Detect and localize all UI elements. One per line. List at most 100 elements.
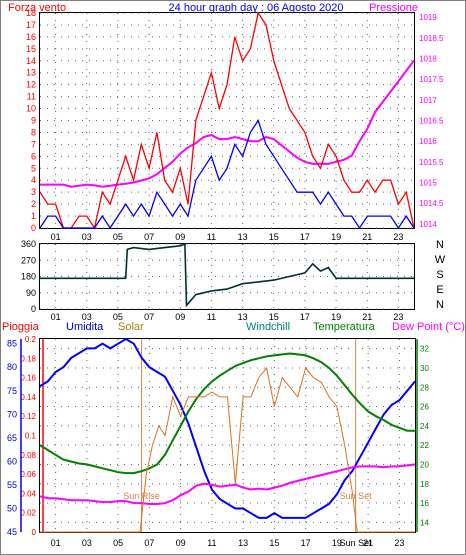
x-tick-label: 19 bbox=[331, 312, 341, 322]
wind-tick-label: 12 bbox=[26, 80, 36, 90]
wind-tick-label: 1 bbox=[31, 211, 36, 221]
compass-label: W bbox=[435, 254, 446, 266]
humidity-tick-label: 55 bbox=[7, 480, 17, 490]
pressure-axis-label: Pressione bbox=[369, 2, 418, 14]
solar-line bbox=[40, 366, 415, 533]
pressure-tick-label: 1018.5 bbox=[419, 34, 444, 43]
x-tick-label: 09 bbox=[175, 232, 185, 242]
wind-tick-label: 15 bbox=[26, 44, 36, 54]
wind-pressure-plot-area bbox=[39, 12, 415, 229]
windchill-axis-label: Windchill bbox=[246, 321, 290, 333]
wind-tick-label: 6 bbox=[31, 151, 36, 161]
dewpoint-line bbox=[39, 463, 416, 505]
humidity-tick-label: 75 bbox=[7, 386, 17, 396]
temp-tick-label: 32 bbox=[420, 345, 429, 354]
pressure-tick-label: 1016.5 bbox=[419, 117, 444, 126]
compass-label: E bbox=[436, 284, 443, 296]
sun-marker-label: Sun Set bbox=[340, 491, 373, 501]
x-tick-label: 11 bbox=[207, 232, 216, 242]
rain-tick-label: 0 bbox=[32, 528, 37, 537]
compass-label: S bbox=[436, 269, 443, 281]
wind-axis-label: Forza vento bbox=[8, 2, 66, 14]
wind-tick-label: 0 bbox=[31, 223, 36, 233]
rain-tick-label: 0.2 bbox=[25, 335, 37, 344]
wind-tick-label: 14 bbox=[26, 56, 36, 66]
humidity-tick-label: 45 bbox=[7, 527, 17, 537]
x-tick-label: 11 bbox=[207, 538, 216, 548]
x-tick-label: 15 bbox=[269, 232, 279, 242]
rain-axis-label: Pioggia bbox=[2, 321, 40, 333]
chart-title: 24 hour graph day : 06 Agosto 2020 bbox=[169, 2, 344, 14]
rain-tick-label: 0.16 bbox=[20, 374, 36, 383]
dewpoint-axis-label: Dew Point (°C) bbox=[392, 321, 465, 333]
x-tick-label: 07 bbox=[144, 232, 154, 242]
humidity-tick-label: 85 bbox=[7, 339, 17, 349]
wind-tick-label: 17 bbox=[26, 20, 36, 30]
x-tick-label: 03 bbox=[82, 232, 92, 242]
compass-label: N bbox=[436, 239, 444, 251]
wind-tick-label: 16 bbox=[26, 32, 36, 42]
x-tick-label: 13 bbox=[238, 538, 248, 548]
temp-tick-label: 28 bbox=[420, 383, 429, 392]
rain-tick-label: 0.14 bbox=[20, 393, 36, 402]
temp-tick-label: 26 bbox=[420, 403, 429, 412]
rain-tick-label: 0.08 bbox=[20, 451, 36, 460]
temp-tick-label: 20 bbox=[420, 460, 429, 469]
rain-tick-label: 0.12 bbox=[20, 412, 36, 421]
compass-label: N bbox=[436, 299, 444, 311]
x-tick-label: 23 bbox=[394, 538, 404, 548]
rain-tick-label: 0.18 bbox=[20, 354, 36, 363]
direction-tick-label: 360 bbox=[21, 239, 36, 249]
wind-tick-label: 18 bbox=[26, 8, 36, 18]
humidity-axis-label: Umidita bbox=[66, 321, 104, 333]
x-tick-label: 07 bbox=[144, 538, 154, 548]
wind-tick-label: 4 bbox=[31, 175, 36, 185]
wind-tick-label: 9 bbox=[31, 116, 36, 126]
wind-tick-label: 10 bbox=[26, 104, 36, 114]
temperature-line bbox=[39, 352, 415, 475]
direction-line bbox=[40, 242, 414, 308]
x-tick-label: 19 bbox=[331, 232, 341, 242]
pressure-tick-label: 1018 bbox=[419, 54, 437, 63]
direction-tick-label: 90 bbox=[26, 288, 36, 298]
temp-tick-label: 18 bbox=[420, 480, 429, 489]
x-tick-label: 03 bbox=[82, 538, 92, 548]
humidity-line bbox=[39, 337, 416, 519]
rain-tick-label: 0.1 bbox=[25, 432, 37, 441]
x-tick-label: 13 bbox=[238, 232, 248, 242]
x-tick-label: 01 bbox=[51, 312, 61, 322]
x-tick-label: 19 bbox=[332, 538, 342, 548]
x-tick-label: 13 bbox=[238, 312, 248, 322]
sun-marker-label: Sun Rise bbox=[123, 491, 160, 501]
x-tick-label: 15 bbox=[269, 312, 279, 322]
x-tick-label: 15 bbox=[269, 538, 279, 548]
temp-tick-label: 22 bbox=[420, 441, 429, 450]
rain-tick-label: 0.02 bbox=[20, 509, 36, 518]
wind-direction-plot-area bbox=[39, 243, 415, 310]
humidity-tick-label: 65 bbox=[7, 433, 17, 443]
x-tick-label: 03 bbox=[82, 312, 92, 322]
wind-tick-label: 11 bbox=[27, 92, 36, 102]
temp-tick-label: 14 bbox=[420, 518, 429, 527]
rain-tick-label: 0.04 bbox=[20, 489, 36, 498]
x-tick-label: 05 bbox=[113, 312, 123, 322]
wind-tick-label: 8 bbox=[31, 127, 36, 137]
x-tick-label: 11 bbox=[207, 312, 216, 322]
pressure-line bbox=[40, 59, 415, 188]
rain-tick-label: 0.06 bbox=[20, 470, 36, 479]
x-tick-label: 23 bbox=[393, 232, 403, 242]
humidity-tick-label: 60 bbox=[7, 456, 17, 466]
x-tick-label: 21 bbox=[362, 232, 372, 242]
wind-line bbox=[39, 119, 415, 230]
humidity-tick-label: 80 bbox=[7, 362, 17, 372]
x-tick-label: 21 bbox=[363, 538, 373, 548]
x-tick-label: 23 bbox=[393, 312, 403, 322]
x-tick-label: 17 bbox=[300, 232, 310, 242]
x-tick-label: 05 bbox=[113, 538, 123, 548]
pressure-tick-label: 1015 bbox=[419, 179, 437, 188]
x-tick-label: 17 bbox=[301, 538, 311, 548]
x-tick-label: 07 bbox=[144, 312, 154, 322]
x-tick-label: 01 bbox=[51, 538, 61, 548]
x-tick-label: 09 bbox=[176, 538, 186, 548]
pressure-tick-label: 1014 bbox=[419, 220, 437, 229]
